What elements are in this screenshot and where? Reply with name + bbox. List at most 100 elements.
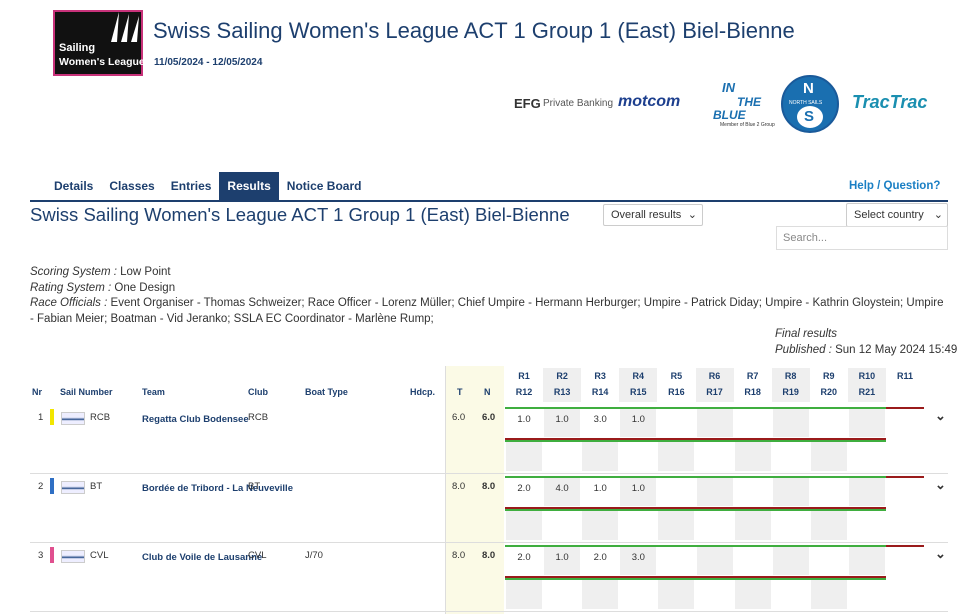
race-header: R12 [515, 387, 533, 397]
cell-shade [696, 476, 733, 506]
nav-tab[interactable]: Results [219, 172, 279, 200]
header-shade [771, 368, 810, 402]
net: 8.0 [482, 550, 496, 561]
nav-tab[interactable]: Classes [109, 179, 155, 193]
status-line-green [505, 407, 924, 409]
cell-shade [582, 579, 619, 609]
results-select[interactable]: Overall results ⌄ [603, 204, 703, 226]
value: Sun 12 May 2024 15:49 [835, 344, 958, 356]
race-header: R18 [744, 387, 761, 397]
cell-shade [810, 510, 847, 540]
status-line-green [505, 476, 924, 478]
club: RCB [248, 412, 269, 423]
sponsor: N [803, 80, 814, 97]
sponsor: THE [737, 95, 761, 109]
red-right [886, 476, 924, 478]
nav-tabs: Details Classes Entries Results Notice Board [46, 172, 369, 200]
team: Bordée de Tribord - La Neuveville [142, 483, 293, 494]
cell-shade [658, 510, 695, 540]
column-header: Sail Number [60, 387, 113, 397]
info-line: Rating System : One Design [30, 281, 945, 297]
score: 3.0 [593, 414, 607, 425]
cell-shade [810, 441, 847, 471]
cell-shade [772, 545, 809, 575]
status-line-red [505, 507, 886, 509]
column-header: Club [248, 387, 268, 397]
placeholder: Search... [783, 232, 828, 244]
score: 1.0 [555, 552, 569, 563]
race-header: R11 [896, 371, 913, 381]
label: Published : [775, 344, 832, 356]
info: Scoring System : Low Point Rating System … [30, 265, 945, 327]
score: 2.0 [517, 483, 531, 494]
north-sails-logo: N NORTH SAILS S [781, 75, 839, 133]
status-line-red [505, 576, 886, 578]
cell-shade [506, 510, 542, 540]
final-results: Final results [775, 328, 837, 340]
expand-toggle[interactable]: ⌄ [935, 477, 946, 492]
cell-shade [810, 579, 847, 609]
info-label: Race Officials : [30, 297, 108, 309]
race-header: R5 [670, 371, 683, 381]
race-header: R2 [556, 371, 568, 381]
total: 8.0 [452, 550, 466, 561]
nr: 2 [38, 481, 44, 492]
cell-shade [620, 545, 657, 575]
column-header: Nr [32, 387, 43, 397]
score: 2.0 [593, 552, 607, 563]
boat-type: J/70 [305, 550, 323, 561]
race-header: R15 [630, 387, 647, 397]
help-link[interactable]: Help / Question? [849, 180, 941, 192]
expand-toggle[interactable]: ⌄ [935, 546, 946, 561]
expand-toggle[interactable]: ⌄ [935, 408, 946, 423]
info-label: Scoring System : [30, 266, 117, 278]
nav-tab[interactable]: Notice Board [286, 179, 362, 193]
sail-number: CVL [90, 550, 109, 561]
sponsor [797, 106, 823, 128]
total: 6.0 [452, 412, 466, 423]
nav-tab[interactable]: Entries [170, 179, 212, 193]
score: 1.0 [631, 414, 645, 425]
total: 8.0 [452, 481, 466, 492]
cell-shade [506, 441, 542, 471]
search-input[interactable]: Search... [776, 226, 948, 250]
row-divider [30, 542, 948, 543]
cell-shade [772, 407, 809, 437]
cell-shade [620, 476, 657, 506]
color-bar [50, 478, 54, 494]
status-line-green [505, 509, 886, 511]
flag-icon [61, 550, 85, 563]
header-shade [619, 368, 658, 402]
sponsor: NORTH SAILS [789, 100, 823, 106]
race-header: R4 [632, 371, 645, 381]
cell-shade [848, 476, 885, 506]
nav-tab[interactable]: Details [54, 179, 94, 193]
status-line-green [505, 440, 886, 442]
select-text: Select country [854, 209, 924, 221]
score: 1.0 [517, 414, 531, 425]
cell-shade [506, 579, 542, 609]
red-right [886, 407, 924, 409]
club: CVL [248, 550, 267, 561]
published: Published : Sun 12 May 2024 15:49 [775, 344, 957, 356]
row-divider [30, 473, 948, 474]
score: 3.0 [631, 552, 645, 563]
sponsor: IN [722, 80, 735, 95]
logo-sails [111, 12, 139, 42]
cell-shade [658, 441, 695, 471]
column-header: T [457, 387, 463, 397]
event-title: Swiss Sailing Women's League ACT 1 Group… [30, 204, 570, 225]
race-header: R21 [858, 387, 876, 397]
status-line-green [505, 545, 924, 547]
club: BT [248, 481, 261, 492]
sail-number: BT [90, 481, 103, 492]
race-header: R20 [820, 387, 838, 397]
info-value: Low Point [120, 266, 171, 278]
nr: 1 [38, 412, 44, 423]
status-line-red [505, 438, 886, 440]
logo-line: Women's League [59, 56, 145, 68]
info-line: Scoring System : Low Point [30, 265, 945, 281]
race-header: R17 [706, 387, 723, 397]
